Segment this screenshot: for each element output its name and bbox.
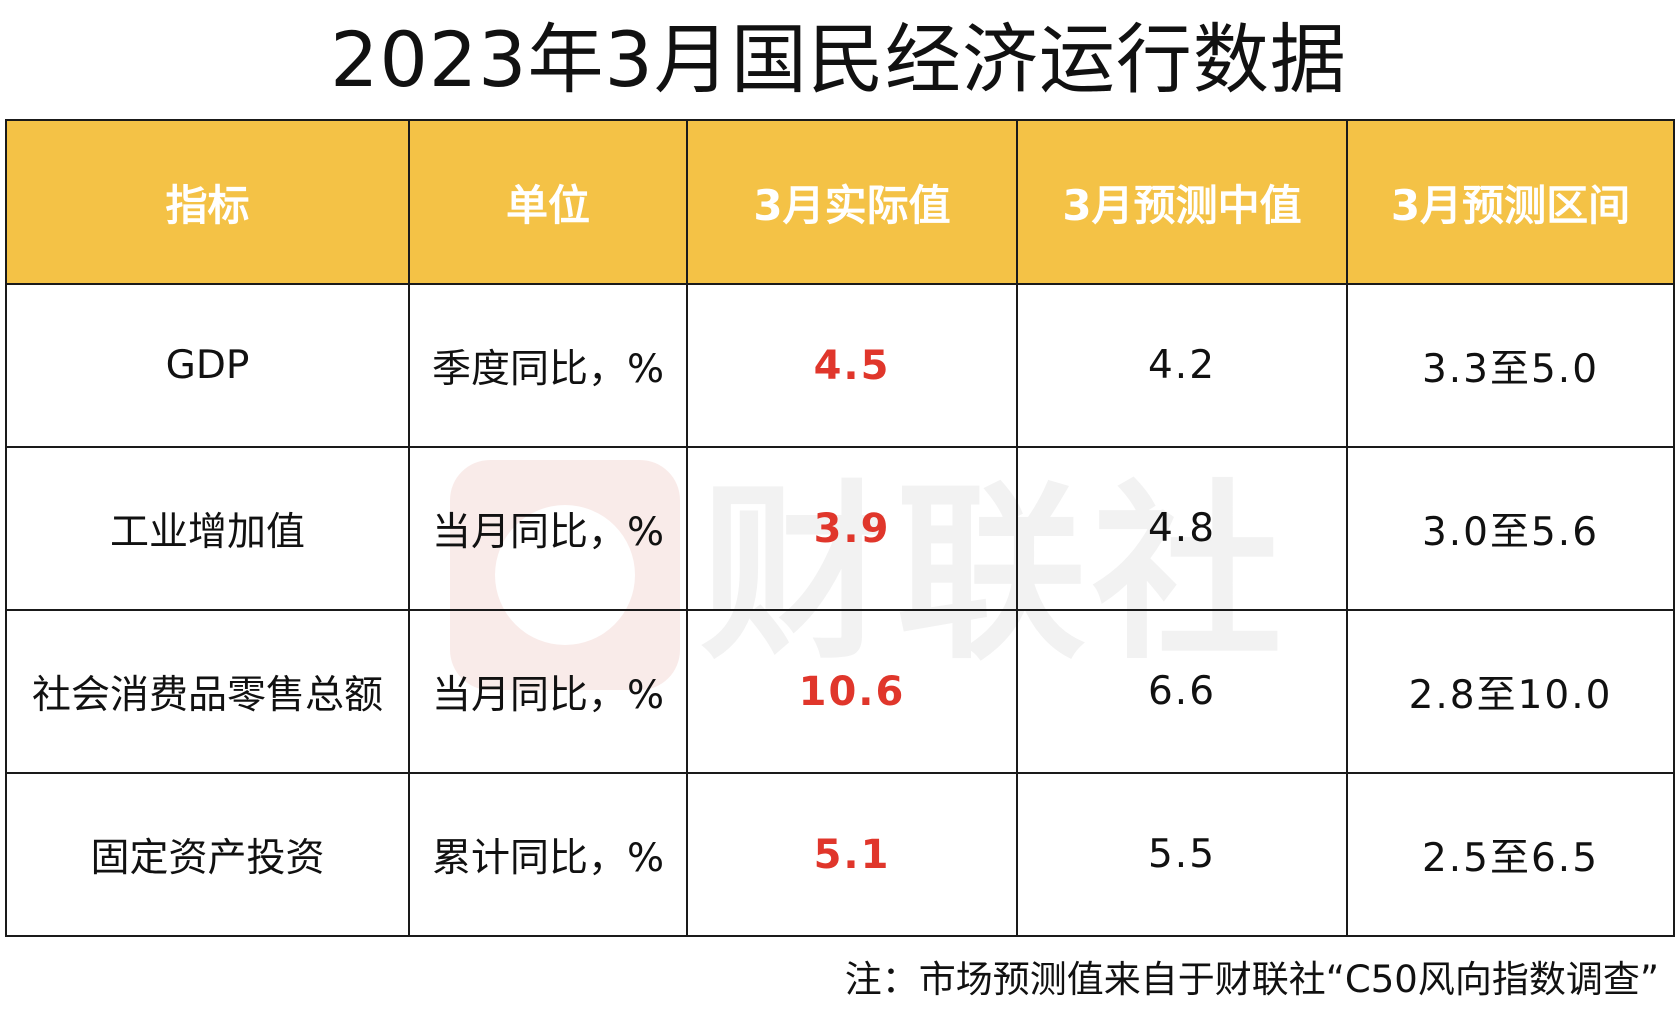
actual-value-cell: 4.5 — [686, 283, 1018, 448]
indicator-cell: 固定资产投资 — [5, 772, 410, 937]
actual-value-cell: 5.1 — [686, 772, 1018, 937]
forecast-range-cell: 3.0至5.6 — [1346, 446, 1675, 611]
header-forecast-median: 3月预测中值 — [1016, 119, 1348, 285]
forecast-median-cell: 4.8 — [1016, 446, 1348, 611]
header-forecast-range: 3月预测区间 — [1346, 119, 1675, 285]
actual-value-cell: 10.6 — [686, 609, 1018, 774]
header-actual: 3月实际值 — [686, 119, 1018, 285]
unit-cell: 当月同比，% — [408, 446, 688, 611]
table-row: 工业增加值 当月同比，% 3.9 4.8 3.0至5.6 — [5, 446, 1675, 611]
unit-cell: 累计同比，% — [408, 772, 688, 937]
forecast-range-cell: 2.5至6.5 — [1346, 772, 1675, 937]
indicator-cell: 社会消费品零售总额 — [5, 609, 410, 774]
indicator-cell: GDP — [5, 283, 410, 448]
header-unit: 单位 — [408, 119, 688, 285]
table-header-row: 指标 单位 3月实际值 3月预测中值 3月预测区间 — [5, 119, 1675, 285]
forecast-median-cell: 6.6 — [1016, 609, 1348, 774]
header-indicator: 指标 — [5, 119, 410, 285]
table-row: 社会消费品零售总额 当月同比，% 10.6 6.6 2.8至10.0 — [5, 609, 1675, 774]
forecast-range-cell: 2.8至10.0 — [1346, 609, 1675, 774]
forecast-range-cell: 3.3至5.0 — [1346, 283, 1675, 448]
page-title: 2023年3月国民经济运行数据 — [330, 15, 1347, 104]
indicator-cell: 工业增加值 — [5, 446, 410, 611]
actual-value-cell: 3.9 — [686, 446, 1018, 611]
source-note: 注：市场预测值来自于财联社“C50风向指数调查” — [844, 958, 1659, 1001]
economic-data-table: 指标 单位 3月实际值 3月预测中值 3月预测区间 GDP 季度同比，% 4.5… — [5, 119, 1675, 937]
table-row: GDP 季度同比，% 4.5 4.2 3.3至5.0 — [5, 283, 1675, 448]
table-row: 固定资产投资 累计同比，% 5.1 5.5 2.5至6.5 — [5, 772, 1675, 937]
unit-cell: 当月同比，% — [408, 609, 688, 774]
forecast-median-cell: 5.5 — [1016, 772, 1348, 937]
forecast-median-cell: 4.2 — [1016, 283, 1348, 448]
unit-cell: 季度同比，% — [408, 283, 688, 448]
